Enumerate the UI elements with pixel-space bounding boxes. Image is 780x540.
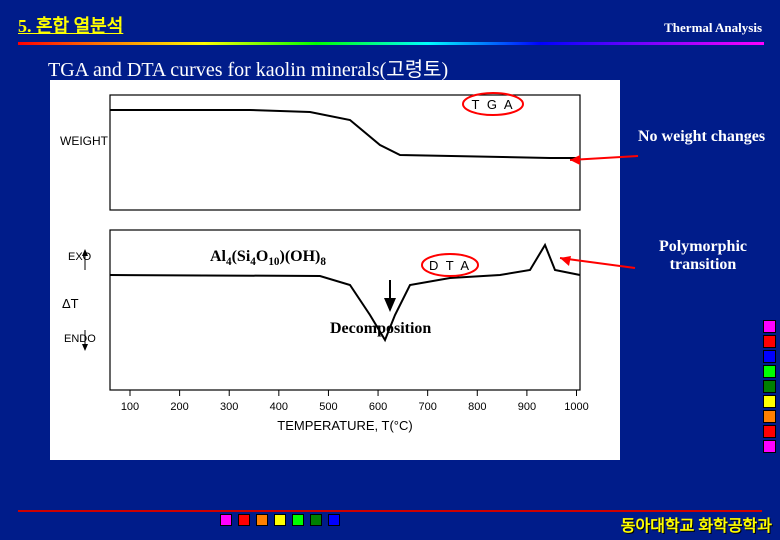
color-square (310, 514, 322, 526)
section-title-kr: 혼합 열분석 (36, 16, 123, 36)
decomposition-label: Decomposition (330, 320, 431, 338)
chemical-formula: Al4(Si4O10)(OH)8 (210, 248, 326, 268)
no-weight-arrow (570, 152, 660, 172)
no-weight-changes-annotation: No weight changes (638, 128, 768, 146)
svg-text:800: 800 (468, 401, 486, 413)
svg-text:300: 300 (220, 401, 238, 413)
color-square (763, 425, 776, 438)
dta-label: D T A (429, 258, 471, 273)
tga-curve (110, 110, 580, 158)
header: 5. 혼합 열분석 Thermal Analysis TGA and DTA c… (0, 0, 780, 86)
right-title: Thermal Analysis (664, 20, 762, 36)
section-title: 5. 혼합 열분석 (18, 12, 123, 38)
footer-color-squares (220, 514, 340, 526)
svg-text:900: 900 (518, 401, 536, 413)
weight-axis-label: WEIGHT (60, 134, 109, 148)
footer-university: 동아대학교 화학공학과 (621, 512, 772, 536)
chart-area: 100 200 300 400 500 600 700 800 900 1000 TEMPERAT… (50, 80, 620, 460)
color-square (763, 335, 776, 348)
color-square (274, 514, 286, 526)
polymorphic-arrow (555, 250, 645, 280)
color-square (763, 320, 776, 333)
side-color-squares (763, 320, 776, 453)
svg-text:100: 100 (121, 401, 139, 413)
color-square (292, 514, 304, 526)
color-square (256, 514, 268, 526)
color-square (763, 395, 776, 408)
color-square (763, 410, 776, 423)
svg-text:600: 600 (369, 401, 387, 413)
svg-text:200: 200 (170, 401, 188, 413)
color-square (220, 514, 232, 526)
svg-text:1000: 1000 (564, 401, 588, 413)
subtitle: TGA and DTA curves for kaolin minerals(고… (18, 45, 762, 82)
section-number: 5. (18, 16, 32, 36)
dta-panel (110, 230, 580, 390)
svg-text:400: 400 (270, 401, 288, 413)
color-square (763, 350, 776, 363)
polymorphic-transition-annotation: Polymorphic transition (638, 238, 768, 274)
color-square (763, 380, 776, 393)
endo-label: ENDO (64, 333, 96, 345)
svg-text:500: 500 (319, 401, 337, 413)
color-square (328, 514, 340, 526)
color-square (763, 365, 776, 378)
svg-text:700: 700 (418, 401, 436, 413)
color-square (763, 440, 776, 453)
exo-label: EXO (68, 251, 92, 263)
delta-t-label: ΔT (62, 296, 79, 311)
chart-svg: 100 200 300 400 500 600 700 800 900 1000 TEMPERAT… (50, 80, 620, 460)
x-ticks: 100 200 300 400 500 600 700 800 900 1000 (121, 390, 589, 413)
x-axis-label: TEMPERATURE, T(°C) (277, 418, 412, 433)
color-square (238, 514, 250, 526)
tga-label: T G A (472, 97, 515, 112)
